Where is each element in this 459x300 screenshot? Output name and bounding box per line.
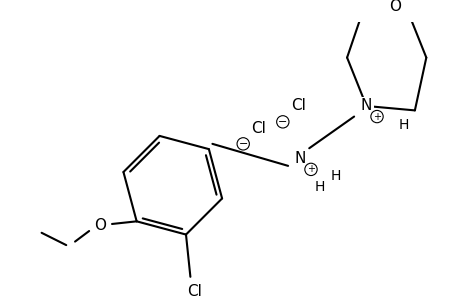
Text: Cl: Cl bbox=[251, 121, 266, 136]
Text: H: H bbox=[397, 118, 408, 132]
Text: +: + bbox=[372, 112, 380, 122]
Text: −: − bbox=[278, 117, 287, 127]
Text: +: + bbox=[306, 164, 314, 174]
Text: N: N bbox=[360, 98, 371, 113]
Text: Cl: Cl bbox=[187, 284, 202, 299]
Text: O: O bbox=[388, 0, 400, 14]
Text: O: O bbox=[94, 218, 106, 233]
Text: −: − bbox=[238, 139, 247, 149]
Text: N: N bbox=[294, 151, 305, 166]
Text: H: H bbox=[314, 180, 324, 194]
Text: Cl: Cl bbox=[291, 98, 305, 113]
Text: H: H bbox=[330, 169, 340, 183]
